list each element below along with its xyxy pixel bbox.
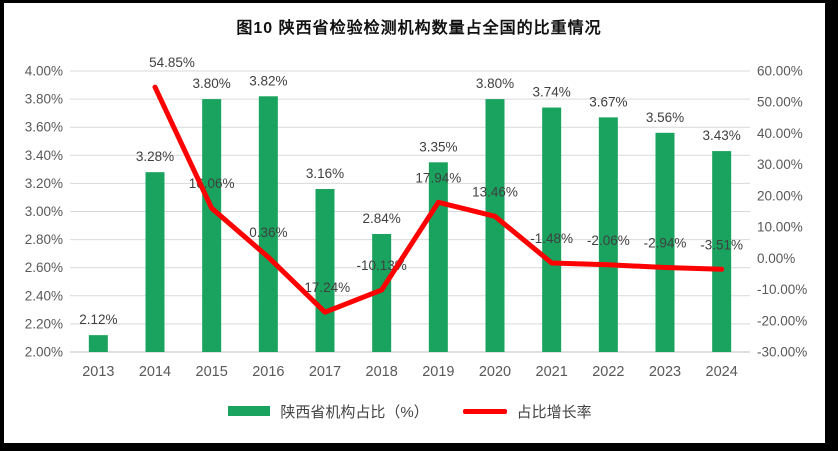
x-tick-label: 2022	[592, 364, 624, 380]
line-value-label: -1.48%	[530, 231, 573, 246]
bar-2016	[258, 96, 278, 352]
legend: 陕西省机构占比（%） 占比增长率	[0, 401, 820, 421]
line-value-label: 13.46%	[472, 184, 518, 199]
bar-value-label: 3.16%	[306, 166, 344, 181]
x-tick-label: 2024	[706, 364, 738, 380]
line-value-label: 54.85%	[149, 55, 195, 70]
photo-border-left	[0, 0, 4, 451]
y-right-tick-label: 0.00%	[757, 251, 795, 266]
bar-2023	[655, 132, 675, 352]
bar-value-label: 3.74%	[533, 85, 571, 100]
line-value-label: 17.94%	[415, 170, 461, 185]
bar-value-label: 2.12%	[79, 312, 117, 327]
bar-2024	[712, 151, 732, 352]
y-left-tick-label: 3.80%	[25, 92, 63, 107]
line-value-label: 0.36%	[249, 225, 287, 240]
bar-value-label: 3.82%	[249, 73, 287, 88]
bar-2014	[145, 172, 165, 352]
bar-value-label: 3.28%	[136, 149, 174, 164]
bar-value-label: 3.43%	[703, 128, 741, 143]
x-tick-label: 2023	[649, 364, 681, 380]
y-left-tick-label: 2.80%	[25, 232, 63, 247]
legend-bar-label: 陕西省机构占比（%）	[280, 403, 429, 421]
bar-2013	[88, 335, 108, 352]
bar-value-label: 2.84%	[363, 211, 401, 226]
y-right-tick-label: 20.00%	[757, 188, 803, 203]
legend-line-label: 占比增长率	[516, 403, 592, 421]
x-tick-label: 2019	[422, 364, 454, 380]
y-left-tick-label: 2.40%	[25, 288, 63, 303]
photo-border-top	[0, 0, 838, 3]
y-right-tick-label: -10.00%	[757, 282, 807, 297]
y-left-tick-label: 4.00%	[25, 64, 63, 79]
y-right-tick-label: 50.00%	[757, 95, 803, 110]
y-right-tick-label: 60.00%	[757, 64, 803, 79]
y-left-tick-label: 2.60%	[25, 260, 63, 275]
bar-value-label: 3.35%	[419, 139, 457, 154]
line-value-label: -2.94%	[644, 236, 687, 251]
x-tick-label: 2014	[139, 364, 171, 380]
y-left-tick-label: 3.60%	[25, 120, 63, 135]
photo-border-bottom	[0, 443, 838, 451]
x-tick-label: 2020	[479, 364, 511, 380]
x-tick-label: 2017	[309, 364, 341, 380]
photo-border-right	[825, 0, 838, 451]
line-value-label: -17.24%	[300, 280, 350, 295]
bar-2017	[315, 189, 335, 352]
line-value-label: -2.06%	[587, 233, 630, 248]
y-right-tick-label: -20.00%	[757, 313, 807, 328]
legend-bar-swatch-icon	[228, 406, 271, 416]
y-right-tick-label: 40.00%	[757, 126, 803, 141]
x-tick-label: 2013	[82, 364, 114, 380]
x-tick-label: 2018	[366, 364, 398, 380]
bar-2019	[428, 162, 448, 352]
legend-line-swatch-icon	[462, 408, 507, 414]
bar-2020	[485, 99, 505, 352]
x-tick-label: 2021	[536, 364, 568, 380]
bar-value-label: 3.80%	[193, 76, 231, 91]
y-left-tick-label: 3.00%	[25, 204, 63, 219]
y-left-tick-label: 3.40%	[25, 148, 63, 163]
y-left-tick-label: 3.20%	[25, 176, 63, 191]
chart-title: 图10 陕西省检验检测机构数量占全国的比重情况	[236, 20, 602, 37]
bar-2015	[202, 99, 222, 352]
y-right-tick-label: 30.00%	[757, 157, 803, 172]
y-right-tick-label: -30.00%	[757, 345, 807, 360]
y-right-tick-label: 10.00%	[757, 220, 803, 235]
bar-value-label: 3.56%	[646, 110, 684, 125]
line-series	[152, 84, 725, 315]
bar-value-label: 3.67%	[589, 94, 627, 109]
x-tick-label: 2015	[196, 364, 228, 380]
bar-value-label: 3.80%	[476, 76, 514, 91]
x-tick-label: 2016	[252, 364, 284, 380]
bar-2018	[372, 233, 392, 352]
bar-2022	[598, 117, 618, 353]
bar-2021	[542, 107, 562, 352]
y-left-tick-label: 2.00%	[25, 345, 63, 360]
y-left-tick-label: 2.20%	[25, 316, 63, 331]
line-value-label: -3.51%	[700, 237, 743, 252]
